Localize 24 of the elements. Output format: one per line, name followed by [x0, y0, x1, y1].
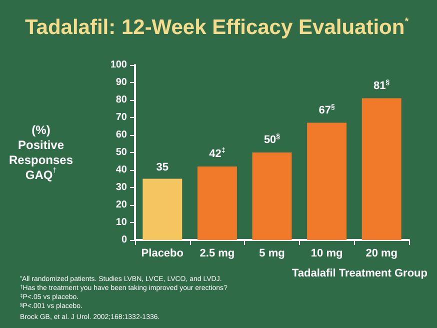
- y-tick-label: 70: [116, 112, 128, 123]
- data-label: 35: [156, 161, 169, 174]
- bar: [252, 152, 292, 240]
- y-tick-label: 60: [116, 130, 128, 140]
- y-tick-label: 40: [116, 164, 128, 176]
- y-tick-label: 10: [116, 217, 128, 228]
- y-tick-label: 100: [110, 60, 128, 70]
- bar: [197, 166, 237, 240]
- x-tick-label: 5 mg: [259, 248, 285, 260]
- y-tick-label: 80: [116, 94, 128, 106]
- x-axis-title: Tadalafil Treatment Group: [292, 268, 428, 280]
- bar: [142, 178, 182, 240]
- bar: [307, 122, 347, 240]
- chart-title: Tadalafil: 12-Week Efficacy Evaluation*: [25, 16, 409, 39]
- y-tick-label: 90: [116, 77, 128, 88]
- y-tick-label: 0: [121, 234, 128, 246]
- x-tick-label: 20 mg: [366, 248, 398, 260]
- y-tick-label: 50: [116, 147, 128, 158]
- bar: [362, 98, 402, 240]
- y-tick-label: 20: [116, 200, 128, 210]
- x-tick-label: 10 mg: [310, 248, 343, 260]
- y-tick-label: 30: [116, 182, 128, 193]
- x-tick-label: Placebo: [141, 248, 184, 260]
- x-tick-label: 2.5 mg: [200, 248, 235, 260]
